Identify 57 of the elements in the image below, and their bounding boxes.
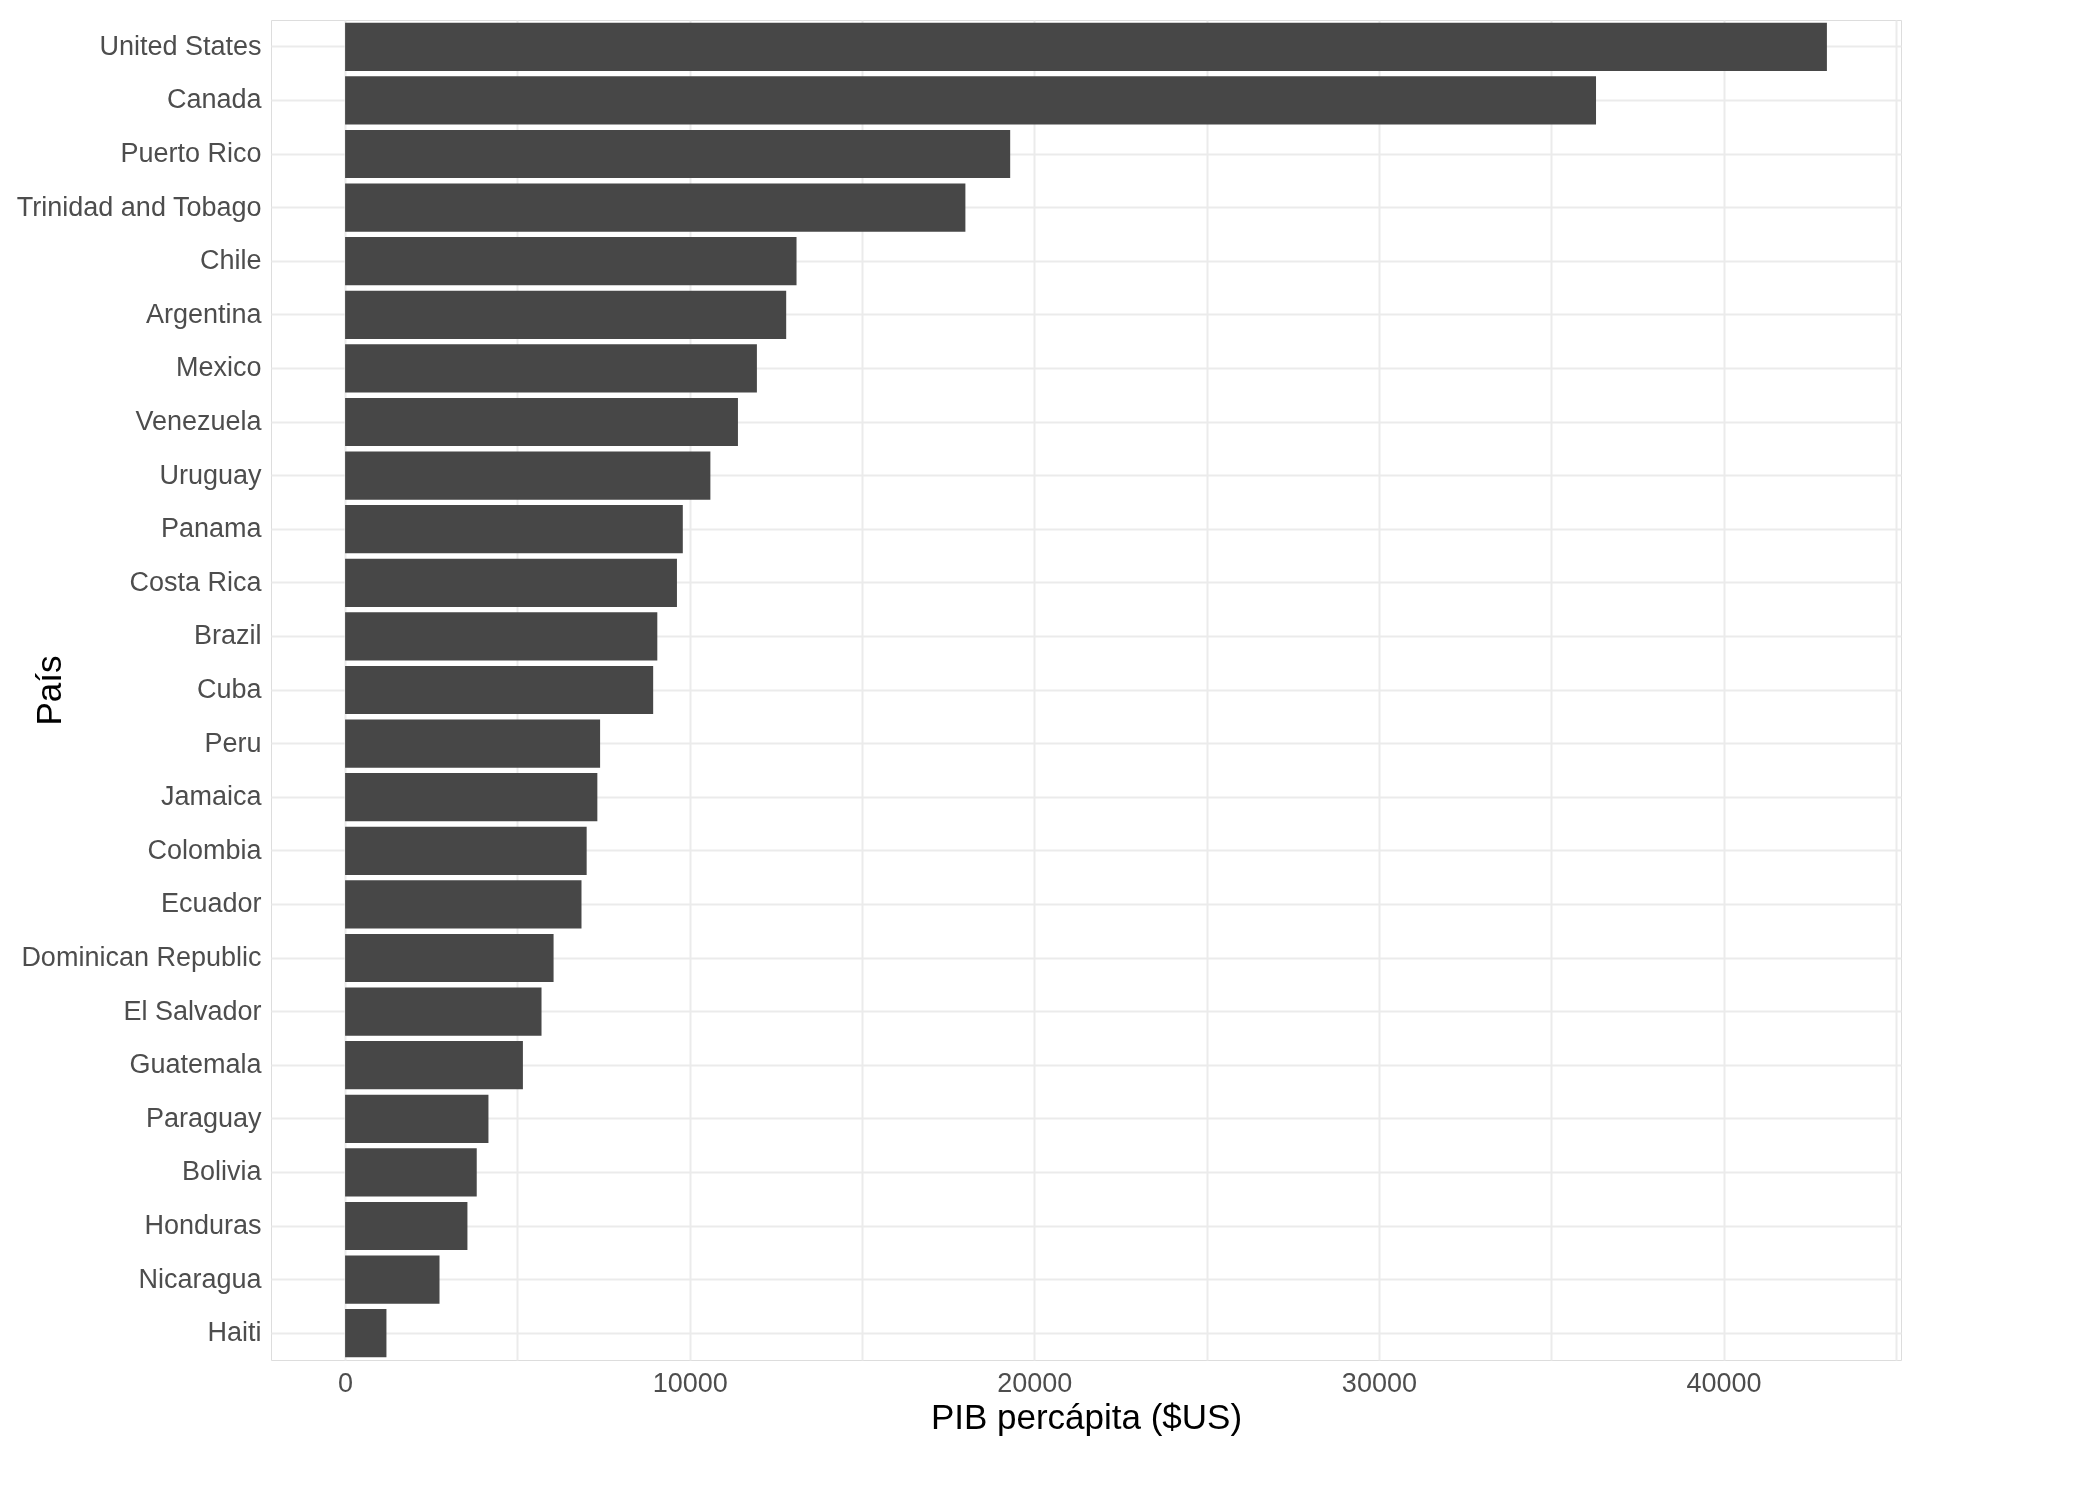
bar — [345, 1094, 489, 1143]
y-tick-label: Bolivia — [181, 1156, 263, 1187]
x-tick-label: 40000 — [1686, 1367, 1762, 1398]
bar — [345, 933, 554, 983]
bar — [345, 1148, 477, 1197]
y-tick-label: Uruguay — [159, 459, 262, 490]
bar — [345, 76, 1597, 125]
bar — [345, 987, 542, 1036]
y-tick-label: Trinidad and Tobago — [16, 191, 262, 222]
y-tick-label: Cuba — [196, 674, 263, 704]
y-tick-label: Canada — [166, 84, 263, 115]
bar — [345, 1201, 468, 1251]
y-tick-label: Paraguay — [145, 1102, 262, 1133]
y-tick-label: Haiti — [207, 1317, 262, 1348]
bar — [345, 719, 601, 768]
y-tick-label: Ecuador — [160, 888, 262, 919]
bar — [345, 344, 757, 393]
y-tick-label: Colombia — [147, 834, 263, 865]
bar — [345, 237, 797, 286]
y-tick-label: Guatemala — [129, 1049, 263, 1080]
y-tick-label: Costa Rica — [129, 566, 263, 597]
y-tick-label: Peru — [204, 727, 262, 758]
y-tick-label: Jamaica — [160, 781, 263, 812]
bar — [345, 183, 966, 232]
bar — [345, 826, 587, 875]
y-tick-label: Puerto Rico — [120, 138, 262, 168]
y-tick-label: Mexico — [175, 352, 262, 383]
x-tick-label: 0 — [338, 1367, 354, 1398]
y-tick-label: Venezuela — [135, 406, 263, 436]
bar — [345, 129, 1011, 179]
y-tick-label: Honduras — [144, 1210, 262, 1240]
bar — [345, 22, 1827, 71]
x-tick-label: 20000 — [997, 1367, 1073, 1398]
y-tick-label: Nicaragua — [138, 1263, 263, 1294]
bar — [345, 1255, 440, 1304]
bar — [345, 665, 654, 715]
y-tick-label: Argentina — [145, 298, 263, 329]
y-axis-title: País — [28, 655, 68, 726]
bar — [345, 397, 738, 447]
y-tick-label: Panama — [160, 513, 263, 544]
bar — [345, 1309, 387, 1358]
y-tick-label: Dominican Republic — [21, 942, 262, 972]
bar — [345, 1041, 523, 1090]
x-axis-title: PIB percápita ($US) — [930, 1396, 1243, 1436]
bar — [345, 612, 658, 661]
bar — [345, 290, 787, 339]
bar — [345, 558, 677, 607]
bar — [345, 451, 711, 500]
y-tick-label: El Salvador — [123, 995, 262, 1026]
y-tick-label: Chile — [199, 245, 262, 276]
bar — [345, 880, 582, 929]
bar — [345, 505, 683, 554]
y-tick-label: Brazil — [193, 620, 262, 651]
x-tick-label: 10000 — [652, 1367, 728, 1398]
bar — [345, 773, 598, 822]
y-tick-label: United States — [99, 30, 262, 61]
x-tick-label: 30000 — [1341, 1367, 1417, 1398]
